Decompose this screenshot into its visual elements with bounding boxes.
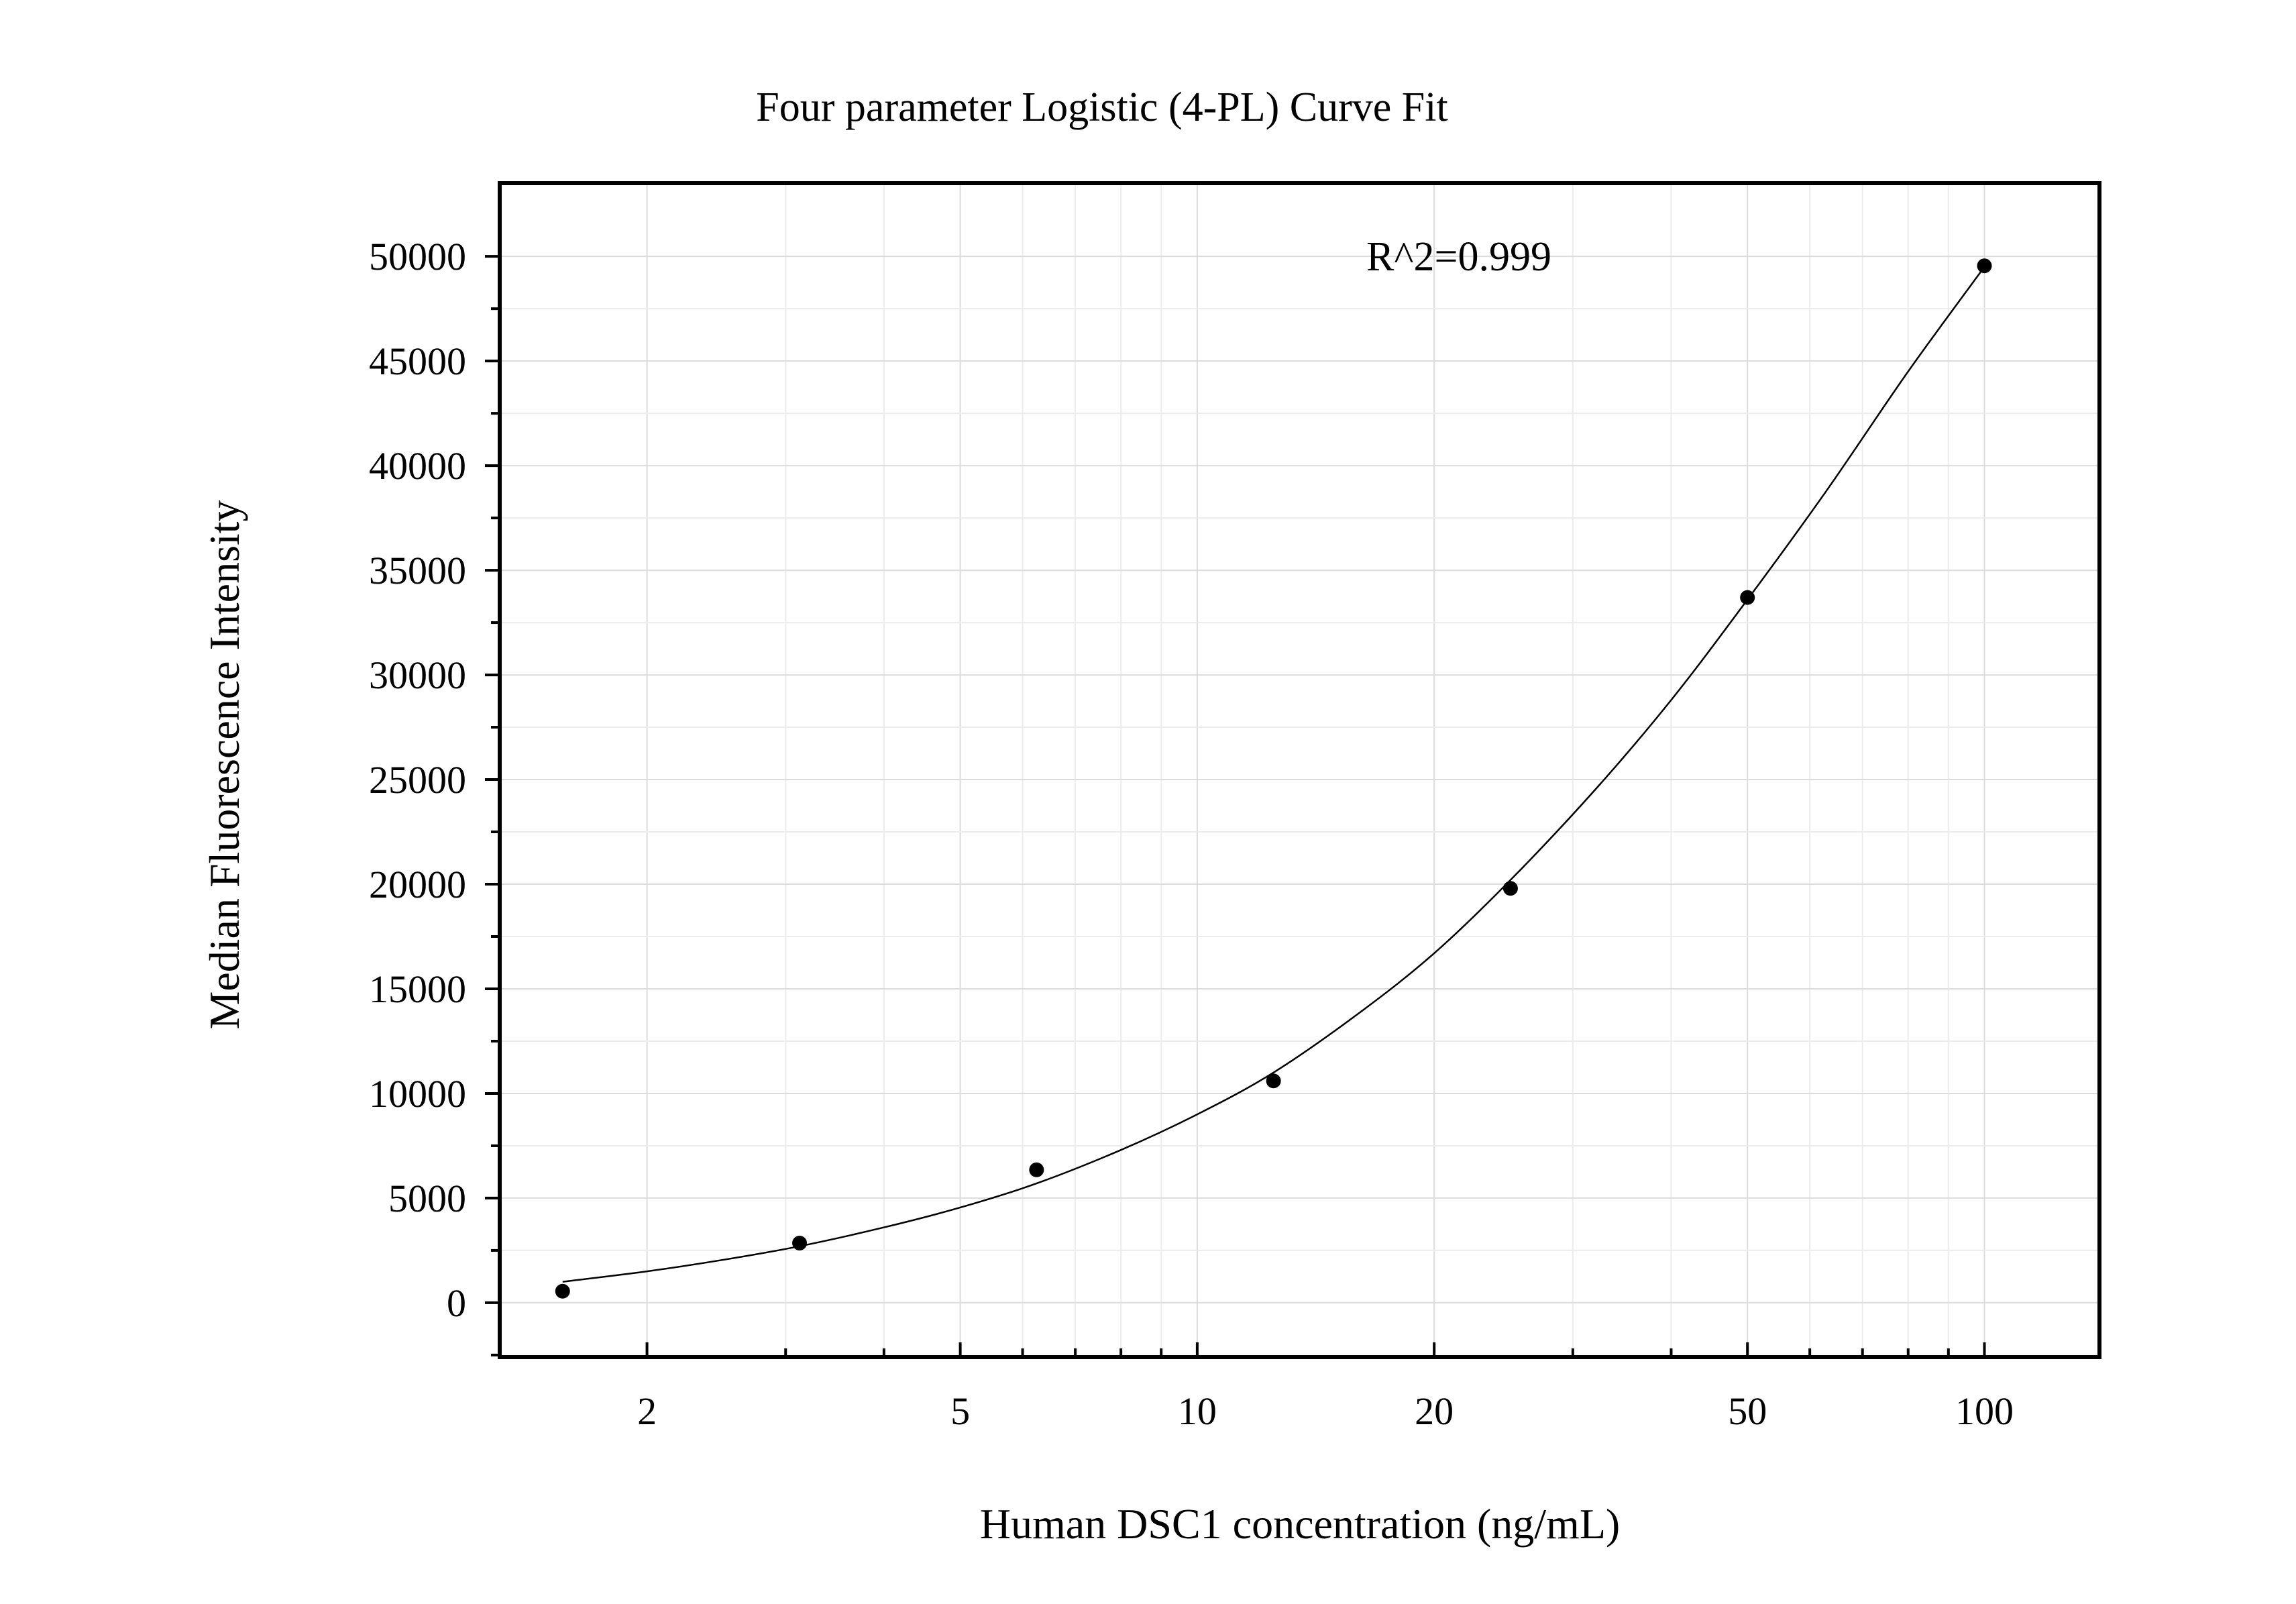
y-tick-label: 25000: [369, 758, 466, 802]
x-axis-title: Human DSC1 concentration (ng/mL): [980, 1500, 1620, 1548]
data-point: [1502, 881, 1518, 896]
y-tick-label: 50000: [369, 235, 466, 278]
fit-curve: [562, 266, 1985, 1283]
axis-ticks: [485, 255, 1986, 1357]
chart-title: Four parameter Logistic (4-PL) Curve Fit: [756, 85, 1447, 130]
y-tick-label: 35000: [369, 549, 466, 592]
y-tick-label: 20000: [369, 863, 466, 906]
data-point: [1740, 590, 1755, 605]
x-tick-label: 2: [637, 1389, 657, 1433]
y-tick-label: 10000: [369, 1072, 466, 1116]
y-tick-label: 45000: [369, 339, 466, 383]
x-tick-label: 100: [1955, 1389, 2014, 1433]
x-tick-label: 50: [1728, 1389, 1767, 1433]
y-axis-title: Median Fluorescence Intensity: [201, 500, 248, 1029]
x-tick-label: 10: [1178, 1389, 1217, 1433]
grid: [500, 183, 2099, 1357]
data-point: [1977, 258, 1992, 274]
x-tick-label: 5: [950, 1389, 970, 1433]
y-tick-label: 30000: [369, 653, 466, 697]
plot-frame: [498, 181, 2101, 1359]
data-point: [1029, 1162, 1044, 1177]
r-squared-annotation: R^2=0.999: [1366, 234, 1551, 280]
data-point: [1266, 1073, 1281, 1089]
data-point: [792, 1235, 808, 1250]
data-point: [555, 1283, 570, 1299]
y-tick-label: 5000: [388, 1177, 466, 1220]
y-tick-label: 15000: [369, 967, 466, 1011]
data-points: [555, 258, 1992, 1299]
x-tick-label: 20: [1415, 1389, 1454, 1433]
y-tick-label: 40000: [369, 444, 466, 488]
tick-labels: 2 5 10 20 50 100 0 5000 10000 15000 20000 25000 3000…: [369, 235, 2014, 1433]
y-tick-label: 0: [447, 1281, 466, 1325]
